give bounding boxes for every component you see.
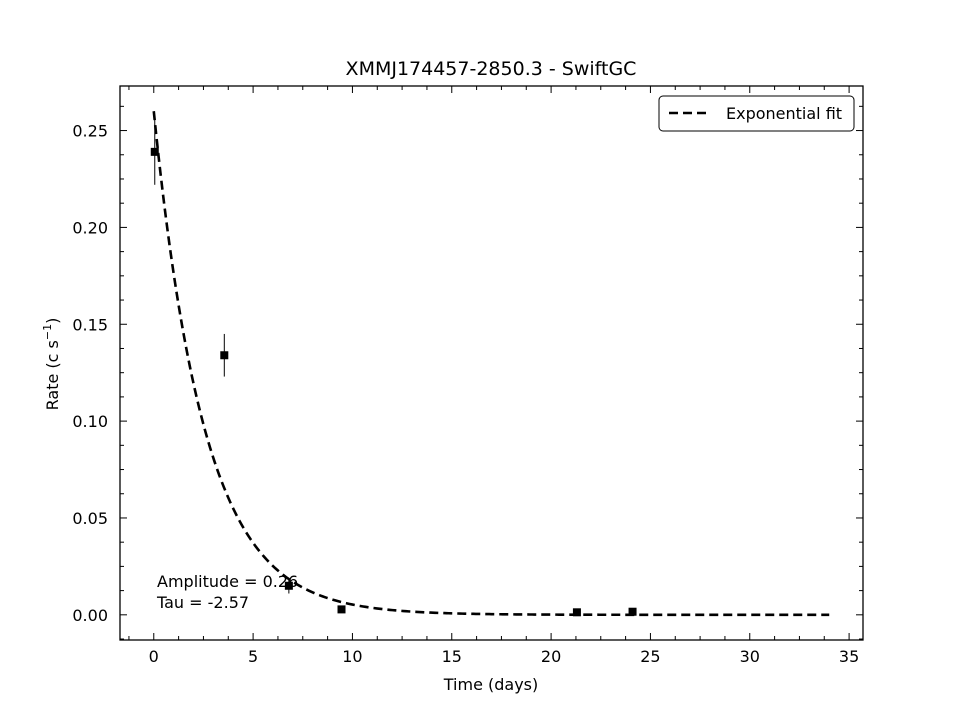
- fit-curve: [152, 111, 830, 617]
- data-point-3: [337, 605, 346, 614]
- y-axis-label: Rate (c s−1): [41, 318, 62, 411]
- legend-fit-label: Exponential fit: [726, 104, 842, 123]
- y-axis-label-exponent: −1: [41, 324, 54, 340]
- y-tick-label: 0.25: [72, 122, 108, 141]
- x-tick-label: 25: [640, 647, 660, 666]
- data-point-2: [284, 581, 293, 590]
- y-axis-label-main: Rate (c s: [43, 340, 62, 410]
- x-tick-label: 20: [541, 647, 561, 666]
- data-point-4: [572, 608, 581, 617]
- fit-layer: [152, 111, 830, 617]
- x-tick-label: 10: [342, 647, 362, 666]
- x-tick-label: 30: [740, 647, 760, 666]
- points-layer: [150, 118, 637, 617]
- legend-box: [658, 95, 855, 132]
- data-point-0: [150, 147, 159, 156]
- y-tick-label: 0.00: [72, 606, 108, 625]
- data-point-1: [220, 351, 229, 360]
- amplitude-annotation: Amplitude = 0.26: [157, 572, 298, 591]
- x-tick-label: 35: [839, 647, 859, 666]
- legend: Exponential fit: [658, 95, 855, 132]
- x-tick-label: 0: [149, 647, 159, 666]
- plot-frame: [119, 85, 864, 641]
- y-tick-label: 0.10: [72, 412, 108, 431]
- y-tick-label: 0.20: [72, 218, 108, 237]
- x-tick-label: 15: [442, 647, 462, 666]
- chart-title: XMMJ174457-2850.3 - SwiftGC: [346, 58, 637, 80]
- y-tick-label: 0.05: [72, 509, 108, 528]
- x-tick-label: 5: [248, 647, 258, 666]
- x-axis-label: Time (days): [443, 675, 539, 694]
- y-tick-label: 0.15: [72, 315, 108, 334]
- y-axis-label-close: ): [43, 318, 62, 324]
- data-point-5: [628, 607, 637, 616]
- tau-annotation: Tau = -2.57: [156, 593, 249, 612]
- ticks-layer: 0 5 10 15 20 25 30 35 0.00 0.05 0.10 0.15 0.20 0.25: [72, 86, 863, 666]
